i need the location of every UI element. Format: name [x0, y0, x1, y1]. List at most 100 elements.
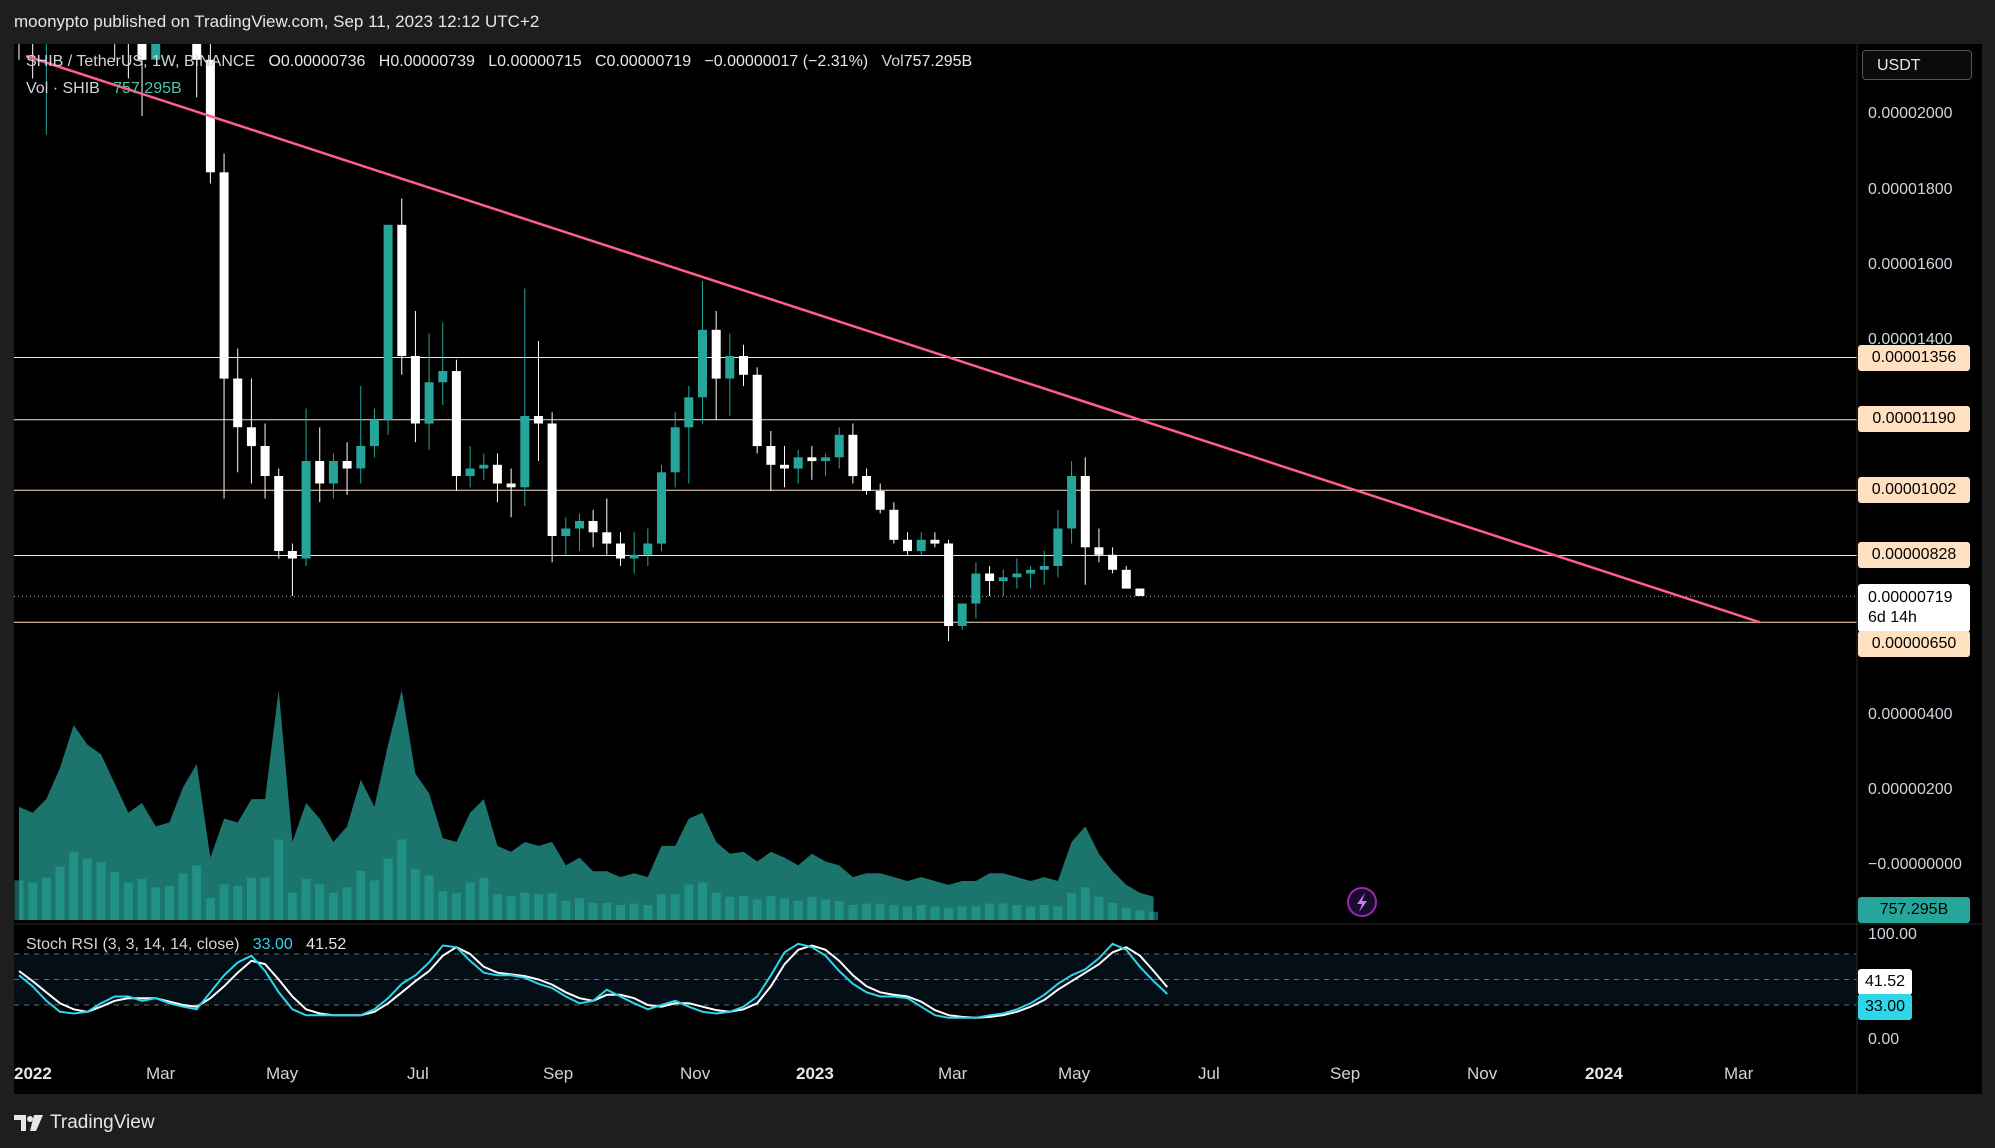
candle-body — [233, 378, 243, 428]
candle-body — [356, 446, 366, 469]
time-axis-label: Jul — [407, 1064, 429, 1083]
vol-label: Vol — [881, 53, 904, 70]
currency-button[interactable]: USDT — [1862, 50, 1972, 80]
rsi-axis-label: 0.00 — [1868, 1031, 1900, 1048]
candle-body — [1039, 566, 1049, 570]
candle-body — [998, 577, 1008, 582]
volume-bar — [616, 905, 625, 920]
candle-body — [219, 172, 229, 379]
candle-body — [287, 551, 297, 559]
candle-body — [834, 434, 844, 458]
candle-body — [369, 419, 379, 447]
volume-bar — [178, 873, 188, 920]
current-price-tag: 0.00000719 6d 14h — [1858, 584, 1970, 632]
price-axis-label: 0.00001800 — [1868, 181, 1953, 198]
volume-bar — [752, 899, 762, 920]
candle-body — [875, 491, 885, 510]
time-axis-label: Nov — [680, 1064, 711, 1083]
volume-bar — [889, 905, 899, 920]
volume-bar — [451, 892, 461, 920]
volume-bar — [369, 880, 379, 920]
volume-bar — [1094, 896, 1104, 920]
volume-bar — [1108, 902, 1118, 920]
candle-body — [1108, 554, 1118, 570]
volume-bar — [438, 891, 448, 920]
volume-bar — [69, 851, 79, 921]
volume-bar — [520, 892, 530, 920]
candle-body — [1135, 588, 1145, 596]
volume-bar — [985, 903, 995, 920]
volume-bar — [588, 902, 598, 920]
volume-area — [19, 689, 1154, 920]
volume-bar — [930, 906, 940, 920]
candle-body — [1026, 569, 1036, 574]
volume-bar — [725, 896, 735, 920]
stoch-d-tag: 41.52 — [1858, 969, 1912, 995]
candle-body — [424, 382, 434, 424]
volume-bar — [315, 884, 325, 920]
volume-tag: 757.295B — [1858, 897, 1970, 923]
bolt-glyph-icon — [1357, 893, 1367, 912]
candle-body — [971, 573, 981, 604]
stoch-legend: Stoch RSI (3, 3, 14, 14, close) 33.00 41… — [26, 936, 346, 954]
volume-bar — [82, 858, 92, 920]
volume-bar — [55, 866, 65, 920]
time-axis-label: Mar — [938, 1064, 968, 1083]
symbol-label[interactable]: SHIB / TetherUS, 1W, BINANCE — [26, 53, 256, 70]
candle-body — [588, 521, 598, 533]
candle-body — [698, 329, 707, 398]
candle-body — [670, 427, 680, 473]
volume-bar — [561, 900, 571, 920]
volume-bar — [602, 902, 612, 920]
volume-bar — [424, 875, 434, 920]
candle-body — [657, 472, 666, 544]
volume-bar — [410, 868, 420, 920]
volume-bar — [698, 882, 707, 920]
volume-bar — [657, 894, 666, 920]
volume-bar — [807, 896, 817, 920]
candle-body — [492, 464, 502, 484]
volume-bar — [301, 879, 311, 920]
candle-body — [192, 44, 202, 60]
candle-body — [451, 371, 461, 476]
candle-body — [137, 44, 147, 60]
current-price-value: 0.00000719 — [1868, 589, 1953, 606]
volume-bar — [41, 877, 51, 920]
candlestick-chart[interactable] — [14, 44, 1982, 1094]
volume-bar — [998, 903, 1008, 920]
volume-bar — [96, 862, 106, 920]
volume-bar — [1053, 906, 1063, 920]
volume-bar — [287, 892, 297, 920]
candle-body — [957, 603, 967, 626]
sr-level-tag: 0.00001190 — [1858, 406, 1970, 432]
candle-body — [903, 539, 912, 552]
candle-body — [766, 446, 776, 465]
volume-bar — [123, 882, 133, 920]
candle-body — [465, 468, 475, 476]
publish-header: moonypto published on TradingView.com, S… — [0, 0, 1995, 44]
volume-bar — [328, 892, 338, 920]
volume-bar — [397, 839, 407, 920]
candles-group — [18, 44, 1145, 641]
candle-body — [602, 532, 612, 544]
candle-body — [711, 329, 721, 379]
ohlc-legend: SHIB / TetherUS, 1W, BINANCE O0.00000736… — [26, 53, 972, 71]
volume-bar — [246, 877, 256, 920]
open-value: O0.00000736 — [268, 53, 366, 70]
high-value: H0.00000739 — [378, 53, 475, 70]
volume-bar — [957, 906, 967, 920]
candle-body — [301, 461, 311, 559]
volume-bar — [506, 896, 516, 920]
close-value: C0.00000719 — [595, 53, 692, 70]
volume-bar — [205, 898, 215, 920]
sr-level-tag: 0.00001356 — [1858, 345, 1970, 371]
volume-bar — [711, 892, 721, 920]
stoch-label[interactable]: Stoch RSI (3, 3, 14, 14, close) — [26, 936, 240, 953]
volume-bar — [151, 887, 161, 920]
vol-series-label[interactable]: Vol · SHIB — [26, 80, 100, 97]
candle-body — [1121, 569, 1131, 589]
stoch-d-value: 41.52 — [306, 936, 347, 953]
candle-body — [616, 543, 625, 559]
candle-body — [506, 483, 516, 488]
brand[interactable]: TradingView — [14, 1112, 155, 1134]
